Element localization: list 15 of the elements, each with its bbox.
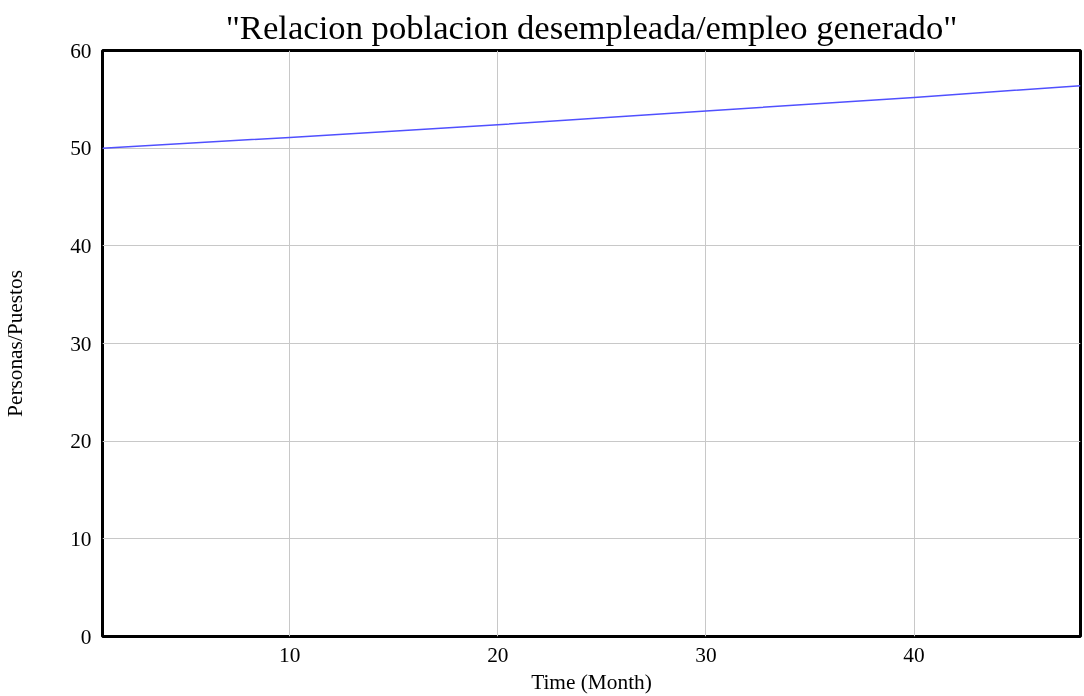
y-tick-label: 60 (70, 38, 92, 63)
x-axis-title: Time (Month) (531, 669, 652, 694)
x-tick-label: 40 (903, 642, 925, 667)
x-tick-label: 10 (279, 642, 301, 667)
y-tick-label: 40 (70, 233, 92, 258)
y-axis-title: Personas/Puestos (3, 270, 28, 417)
y-tick-label: 50 (70, 136, 92, 161)
y-tick-label: 0 (80, 624, 92, 649)
chart-title: "Relacion poblacion desempleada/empleo generado" (225, 7, 958, 46)
x-tick-label: 20 (487, 642, 509, 667)
line-series (102, 84, 1081, 149)
y-tick-label: 20 (70, 429, 92, 454)
y-tick-label: 30 (70, 331, 92, 356)
x-tick-label: 30 (695, 642, 717, 667)
y-tick-label: 10 (70, 526, 92, 551)
